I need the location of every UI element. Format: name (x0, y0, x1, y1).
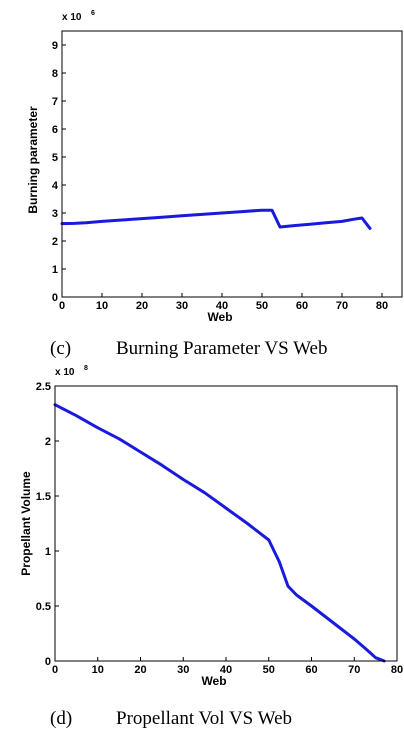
chart-d-x-axis-label: Web (201, 674, 226, 688)
x-tick-label: 70 (348, 664, 360, 676)
x-tick-label: 0 (52, 664, 58, 676)
y-tick-label: 7 (52, 96, 58, 108)
y-tick-label: 6 (52, 124, 58, 136)
x-tick-label: 10 (96, 300, 108, 312)
x-tick-label: 30 (176, 300, 188, 312)
chart-c-x-axis-label: Web (207, 310, 232, 324)
chart-c-x-ticks: 0 10 20 30 40 50 60 70 80 (59, 293, 388, 312)
chart-d-y-exponent-power: 8 (84, 365, 88, 372)
y-tick-label: 1.5 (36, 491, 51, 503)
chart-d-y-axis-label: Propellant Volume (19, 471, 33, 576)
x-tick-label: 20 (134, 664, 146, 676)
y-tick-label: 9 (52, 40, 58, 52)
x-tick-label: 30 (177, 664, 189, 676)
chart-c-caption: (c) Burning Parameter VS Web (50, 338, 328, 359)
y-tick-label: 1 (45, 546, 51, 558)
chart-d-caption-tag: (d) (50, 708, 72, 729)
chart-propellant-volume: 0 10 20 30 40 50 60 70 80 0 0.5 1 1.5 2 2.5 x 10 8 We… (19, 365, 403, 729)
chart-d-y-ticks: 0 0.5 1 1.5 2 2.5 (36, 381, 59, 668)
y-tick-label: 0 (45, 656, 51, 668)
x-tick-label: 80 (376, 300, 388, 312)
x-tick-label: 70 (336, 300, 348, 312)
x-tick-label: 0 (59, 300, 65, 312)
chart-c-y-exponent: x 10 (62, 12, 82, 23)
chart-d-caption: (d) Propellant Vol VS Web (50, 708, 292, 729)
x-tick-label: 40 (220, 664, 232, 676)
y-tick-label: 2 (52, 236, 58, 248)
x-tick-label: 50 (263, 664, 275, 676)
x-tick-label: 60 (296, 300, 308, 312)
y-tick-label: 0.5 (36, 601, 51, 613)
chart-c-caption-tag: (c) (50, 338, 71, 359)
y-tick-label: 4 (52, 180, 59, 192)
y-tick-label: 3 (52, 208, 58, 220)
chart-c-y-exponent-power: 6 (91, 10, 95, 17)
chart-c-y-axis-label: Burning parameter (26, 106, 40, 214)
chart-d-caption-text: Propellant Vol VS Web (116, 708, 292, 729)
chart-d-plot-frame (54, 385, 398, 662)
y-tick-label: 5 (52, 152, 58, 164)
y-tick-label: 2.5 (36, 381, 51, 393)
x-tick-label: 10 (92, 664, 104, 676)
x-tick-label: 50 (256, 300, 268, 312)
x-tick-label: 20 (136, 300, 148, 312)
y-tick-label: 0 (52, 292, 58, 304)
chart-d-x-ticks: 0 10 20 30 40 50 60 70 80 (52, 657, 403, 676)
y-tick-label: 8 (52, 68, 58, 80)
chart-c-y-ticks: 0 1 2 3 4 5 6 7 8 9 (52, 40, 66, 304)
y-tick-label: 1 (52, 264, 58, 276)
x-tick-label: 80 (391, 664, 403, 676)
chart-c-plot-frame (61, 30, 403, 298)
chart-c-caption-text: Burning Parameter VS Web (116, 338, 328, 359)
chart-d-series-line (53, 403, 386, 663)
x-tick-label: 40 (216, 300, 228, 312)
x-tick-label: 60 (305, 664, 317, 676)
chart-c-series-line (60, 208, 372, 230)
y-tick-label: 2 (45, 436, 51, 448)
chart-d-y-exponent: x 10 (55, 367, 75, 378)
